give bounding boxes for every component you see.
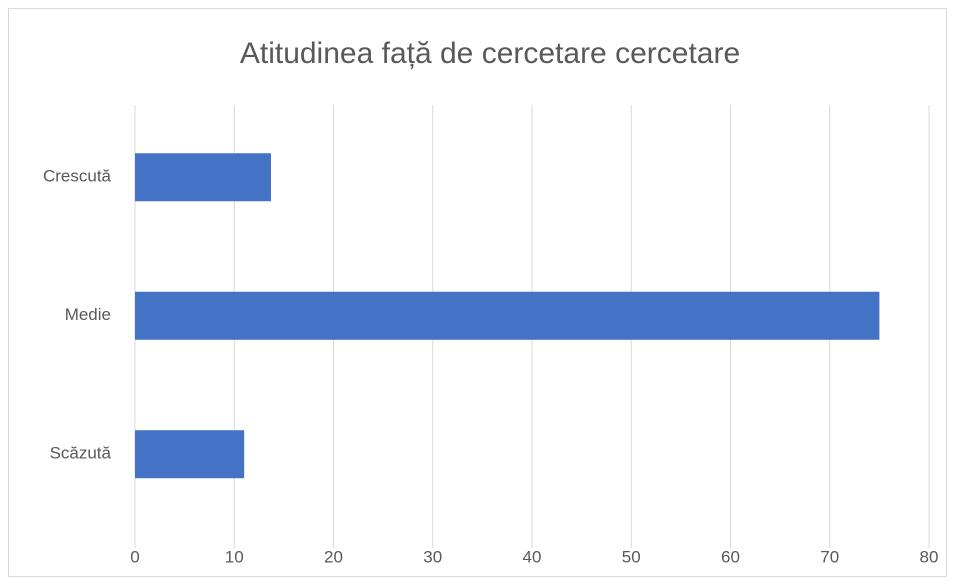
y-tick-label: Scăzută [50, 444, 112, 463]
x-tick-label: 0 [130, 547, 139, 566]
x-tick-label: 30 [423, 547, 442, 566]
x-tick-label: 70 [820, 547, 839, 566]
x-tick-label: 50 [622, 547, 641, 566]
x-tick-label: 20 [324, 547, 343, 566]
x-tick-label: 80 [920, 547, 939, 566]
x-tick-label: 40 [523, 547, 542, 566]
bar [135, 153, 271, 202]
bar [135, 430, 245, 479]
chart-title: Atitudinea față de cercetare cercetare [240, 37, 740, 70]
bar [135, 291, 880, 340]
y-tick-label: Medie [65, 305, 111, 324]
x-tick-label: 60 [721, 547, 740, 566]
y-tick-label: Crescută [43, 167, 112, 186]
x-tick-label: 10 [225, 547, 244, 566]
